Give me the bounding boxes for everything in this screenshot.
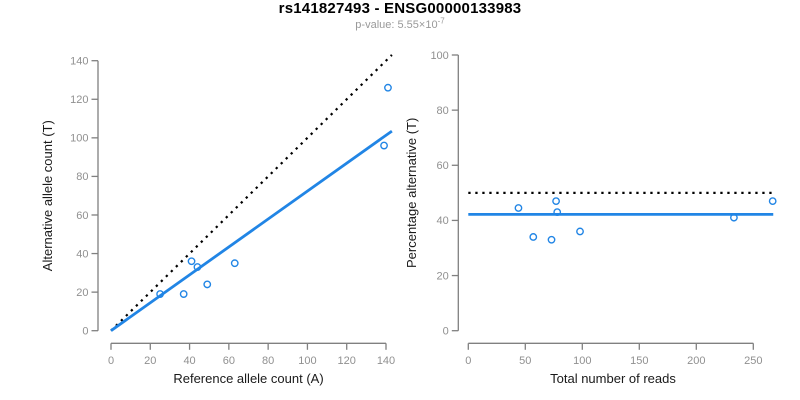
y-tick-label: 120 (70, 94, 88, 106)
data-point (768, 197, 777, 206)
x-tick-label: 80 (262, 355, 274, 367)
x-tick-label: 200 (687, 355, 705, 367)
chart-subtitle: p-value: 5.55×10-7 (0, 16, 800, 31)
allele-counts-identity-line (110, 54, 393, 332)
y-tick-label: 40 (76, 248, 88, 260)
x-tick-label: 0 (108, 355, 114, 367)
x-tick-label: 100 (573, 355, 591, 367)
data-point (730, 213, 738, 222)
y-tick-label: 80 (437, 105, 449, 117)
y-tick-label: 100 (70, 133, 88, 145)
data-point (203, 280, 212, 289)
x-tick-label: 20 (144, 355, 156, 367)
y-tick-label: 60 (76, 210, 88, 222)
allele-counts-fit-line (110, 129, 393, 332)
data-point (514, 204, 523, 212)
y-tick-label: 20 (437, 270, 449, 282)
data-point (230, 259, 239, 268)
data-point (529, 233, 538, 241)
data-point (576, 227, 584, 236)
p-value-text: p-value: 5.55×10 (355, 19, 438, 31)
y-tick-label: 140 (70, 56, 88, 68)
data-point (384, 83, 392, 92)
data-point (156, 290, 165, 298)
data-point (547, 235, 556, 244)
x-tick-label: 140 (377, 355, 395, 367)
y-tick-label: 0 (443, 326, 449, 338)
data-point (380, 141, 388, 150)
y-tick-label: 40 (437, 215, 449, 227)
percentage-vs-reads-x-axis-title: Total number of reads (550, 371, 676, 386)
data-point (553, 208, 562, 217)
y-tick-label: 80 (76, 171, 88, 183)
allele-counts-x-axis-title: Reference allele count (A) (173, 371, 323, 386)
data-point (187, 257, 196, 266)
percentage-vs-reads-y-axis-title: Percentage alternative (T) (404, 118, 419, 268)
x-tick-label: 120 (338, 355, 356, 367)
x-tick-label: 100 (298, 355, 316, 367)
x-tick-label: 250 (744, 355, 762, 367)
x-tick-label: 40 (183, 355, 195, 367)
x-tick-label: 60 (223, 355, 235, 367)
p-value-exponent: -7 (437, 16, 445, 26)
allele-counts-y-axis-title: Alternative allele count (T) (40, 120, 55, 271)
data-point (179, 290, 188, 298)
y-tick-label: 100 (430, 50, 448, 62)
y-tick-label: 60 (437, 160, 449, 172)
x-tick-label: 50 (519, 355, 531, 367)
data-point (552, 197, 560, 206)
x-tick-label: 0 (465, 355, 471, 367)
y-tick-label: 20 (76, 287, 88, 299)
x-tick-label: 150 (630, 355, 648, 367)
data-point (193, 263, 202, 271)
chart-title: rs141827493 - ENSG00000133983 (278, 0, 522, 17)
y-tick-label: 0 (82, 326, 88, 338)
